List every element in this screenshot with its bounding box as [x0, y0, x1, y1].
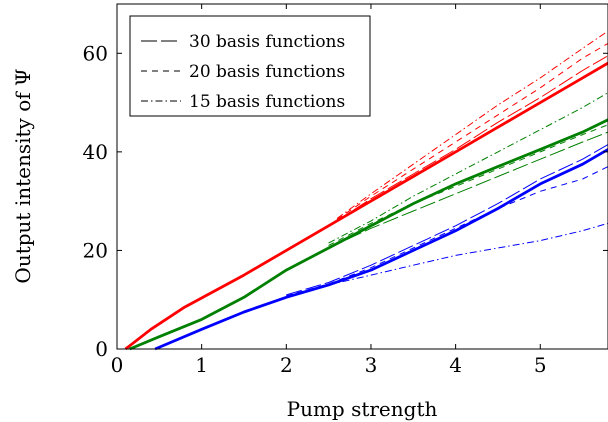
x-tick-label: 2 [280, 353, 293, 377]
series-line-green-solid [129, 118, 608, 351]
x-tick-label: 3 [365, 353, 378, 377]
x-axis-label: Pump strength [287, 397, 438, 421]
series-line-red-solid [124, 61, 608, 351]
series-line-green-dashed [328, 124, 608, 246]
series-line-blue-long-dash [286, 144, 608, 296]
x-tick-label: 0 [111, 353, 124, 377]
legend: 30 basis functions 20 basis functions 15… [129, 15, 371, 117]
series-line-green-long-dash [328, 131, 608, 249]
series-layer [124, 30, 608, 351]
y-tick-label: 20 [83, 238, 108, 262]
ticks-layer: 0 1 2 3 4 5 0 20 40 60 [83, 4, 608, 377]
series-line-blue-solid [154, 148, 608, 351]
x-tick-label: 4 [449, 353, 462, 377]
x-tick-label: 5 [534, 353, 547, 377]
y-tick-label: 0 [95, 337, 108, 361]
series-line-blue-dash-dot [286, 222, 608, 297]
y-tick-label: 40 [83, 140, 108, 164]
plot-frame [116, 3, 608, 350]
series-line-red-long-dash [336, 55, 608, 222]
series-line-red-dashed [336, 42, 608, 220]
legend-label-30: 30 basis functions [189, 32, 345, 52]
x-tick-label: 1 [195, 353, 208, 377]
series-line-blue-dashed [286, 166, 608, 297]
series-line-red-dash-dot [336, 30, 608, 219]
legend-box [129, 15, 371, 117]
legend-label-15: 15 basis functions [189, 92, 345, 112]
series-line-green-dash-dot [328, 92, 608, 244]
y-tick-label: 60 [83, 41, 108, 65]
legend-label-20: 20 basis functions [189, 62, 345, 82]
y-axis-label: Output intensity of Ψ [11, 68, 35, 283]
